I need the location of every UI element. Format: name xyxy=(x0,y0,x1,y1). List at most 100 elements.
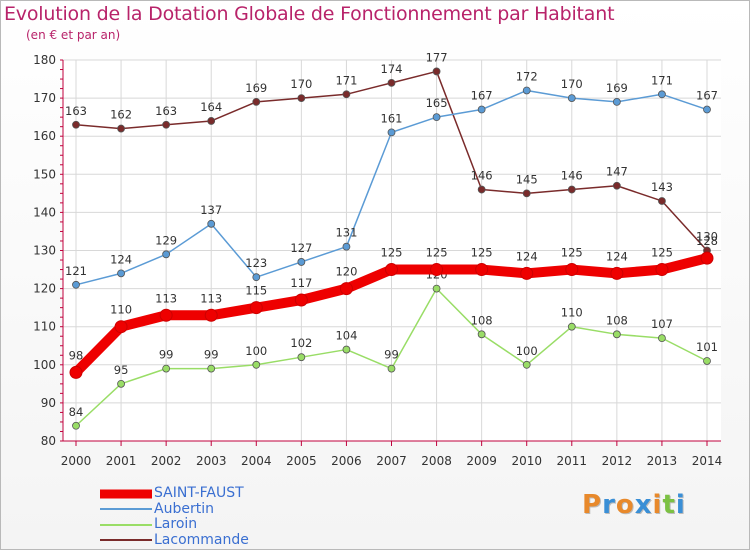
data-label-aubertin-2010: 172 xyxy=(516,69,538,83)
data-point-laroin-2011 xyxy=(567,322,576,331)
data-label-laroin-2010: 100 xyxy=(516,344,538,358)
data-label-laroin-2011: 110 xyxy=(561,306,583,320)
data-label-lacommande-2009: 146 xyxy=(471,169,493,183)
data-point-aubertin-2007 xyxy=(387,128,396,137)
data-point-laroin-2013 xyxy=(658,334,666,343)
data-point-laroin-2002 xyxy=(162,364,171,373)
legend-item-aubertin: Aubertin xyxy=(100,501,249,518)
data-point-saint-faust-2010 xyxy=(520,266,534,280)
data-point-laroin-2012 xyxy=(612,330,621,339)
data-label-lacommande-2004: 169 xyxy=(245,81,267,95)
data-point-aubertin-2004 xyxy=(252,273,261,282)
x-tick-label-2009: 2009 xyxy=(466,454,497,468)
data-point-lacommande-2001 xyxy=(117,124,125,133)
legend-swatch-aubertin xyxy=(100,508,152,511)
data-point-aubertin-2000 xyxy=(72,280,80,289)
data-label-aubertin-2012: 169 xyxy=(606,81,628,95)
data-label-laroin-2002: 99 xyxy=(159,348,174,362)
data-point-lacommande-2007 xyxy=(387,78,396,87)
data-label-saint-faust-2002: 113 xyxy=(155,291,177,305)
data-label-saint-faust-2000: 98 xyxy=(69,348,84,362)
data-point-lacommande-2006 xyxy=(342,90,351,99)
x-tick-label-2008: 2008 xyxy=(421,454,452,468)
data-point-laroin-2003 xyxy=(207,364,216,373)
data-point-aubertin-2002 xyxy=(162,250,171,259)
data-point-laroin-2007 xyxy=(387,364,396,373)
data-point-aubertin-2014 xyxy=(703,105,711,114)
data-label-saint-faust-2014: 128 xyxy=(696,234,718,248)
data-point-aubertin-2001 xyxy=(117,269,125,278)
data-point-saint-faust-2009 xyxy=(475,263,489,277)
x-tick-label-2011: 2011 xyxy=(557,454,588,468)
data-label-laroin-2014: 101 xyxy=(696,340,718,354)
y-tick-label-160: 160 xyxy=(33,129,56,143)
data-label-aubertin-2005: 127 xyxy=(290,241,312,255)
data-point-lacommande-2012 xyxy=(612,181,621,190)
data-label-saint-faust-2012: 124 xyxy=(606,249,628,263)
data-point-laroin-2001 xyxy=(117,379,125,388)
data-label-lacommande-2014: 130 xyxy=(696,230,718,244)
data-point-saint-faust-2004 xyxy=(249,301,263,315)
legend-swatch-laroin xyxy=(100,523,152,526)
chart-title: Evolution de la Dotation Globale de Fonc… xyxy=(4,3,615,25)
y-tick-label-140: 140 xyxy=(33,205,56,219)
y-tick-label-100: 100 xyxy=(33,358,56,372)
data-label-lacommande-2008: 177 xyxy=(426,50,448,64)
legend: SAINT-FAUST Aubertin Laroin Lacommande xyxy=(100,486,249,548)
data-label-lacommande-2001: 162 xyxy=(110,108,132,122)
data-point-aubertin-2008 xyxy=(432,113,441,122)
legend-swatch-saint-faust xyxy=(100,489,152,499)
data-label-aubertin-2002: 129 xyxy=(155,233,177,247)
data-point-laroin-2004 xyxy=(252,360,261,369)
data-label-saint-faust-2004: 115 xyxy=(245,284,267,298)
data-label-aubertin-2001: 124 xyxy=(110,252,132,266)
legend-label-laroin: Laroin xyxy=(154,516,198,533)
y-tick-label-170: 170 xyxy=(33,91,56,105)
data-point-saint-faust-2003 xyxy=(204,308,218,322)
x-tick-label-2010: 2010 xyxy=(511,454,542,468)
data-label-laroin-2007: 99 xyxy=(384,348,399,362)
data-point-laroin-2005 xyxy=(297,353,306,362)
data-label-saint-faust-2009: 125 xyxy=(471,246,493,260)
x-tick-label-2006: 2006 xyxy=(331,454,362,468)
data-point-lacommande-2009 xyxy=(477,185,486,194)
data-label-saint-faust-2005: 117 xyxy=(290,276,312,290)
data-point-aubertin-2003 xyxy=(207,219,216,228)
legend-item-lacommande: Lacommande xyxy=(100,532,249,549)
data-point-lacommande-2005 xyxy=(297,94,306,102)
data-point-aubertin-2005 xyxy=(297,258,306,266)
data-point-lacommande-2010 xyxy=(522,189,531,198)
data-point-aubertin-2012 xyxy=(612,98,621,106)
data-point-saint-faust-2012 xyxy=(610,266,624,280)
x-tick-label-2003: 2003 xyxy=(196,454,227,468)
data-label-lacommande-2006: 171 xyxy=(335,73,357,87)
data-label-aubertin-2014: 167 xyxy=(696,89,718,103)
data-label-saint-faust-2008: 125 xyxy=(426,246,448,260)
data-point-lacommande-2004 xyxy=(252,98,261,106)
data-label-laroin-2013: 107 xyxy=(651,317,673,331)
data-label-aubertin-2008: 165 xyxy=(426,96,448,110)
data-point-aubertin-2010 xyxy=(522,86,531,95)
data-point-aubertin-2013 xyxy=(658,90,666,99)
data-point-saint-faust-2001 xyxy=(114,320,128,334)
data-point-saint-faust-2006 xyxy=(339,282,353,296)
data-label-lacommande-2012: 147 xyxy=(606,165,628,179)
x-tick-label-2013: 2013 xyxy=(647,454,678,468)
data-point-laroin-2014 xyxy=(703,357,711,365)
y-tick-label-90: 90 xyxy=(41,396,56,410)
legend-item-laroin: Laroin xyxy=(100,517,249,533)
data-label-aubertin-2011: 170 xyxy=(561,77,583,91)
data-point-saint-faust-2008 xyxy=(430,263,444,277)
proxiti-logo: Proxiti xyxy=(582,490,686,520)
x-tick-label-2007: 2007 xyxy=(376,454,407,468)
data-label-laroin-2004: 100 xyxy=(245,344,267,358)
data-point-saint-faust-2007 xyxy=(385,263,398,277)
data-label-lacommande-2007: 174 xyxy=(381,62,403,76)
data-point-laroin-2009 xyxy=(477,330,486,339)
data-point-saint-faust-2014 xyxy=(700,251,714,265)
data-label-aubertin-2007: 161 xyxy=(381,111,403,125)
chart-subtitle: (en € et par an) xyxy=(26,28,121,42)
data-point-saint-faust-2002 xyxy=(159,308,173,322)
data-label-saint-faust-2007: 125 xyxy=(381,246,403,260)
data-point-lacommande-2008 xyxy=(432,67,441,76)
